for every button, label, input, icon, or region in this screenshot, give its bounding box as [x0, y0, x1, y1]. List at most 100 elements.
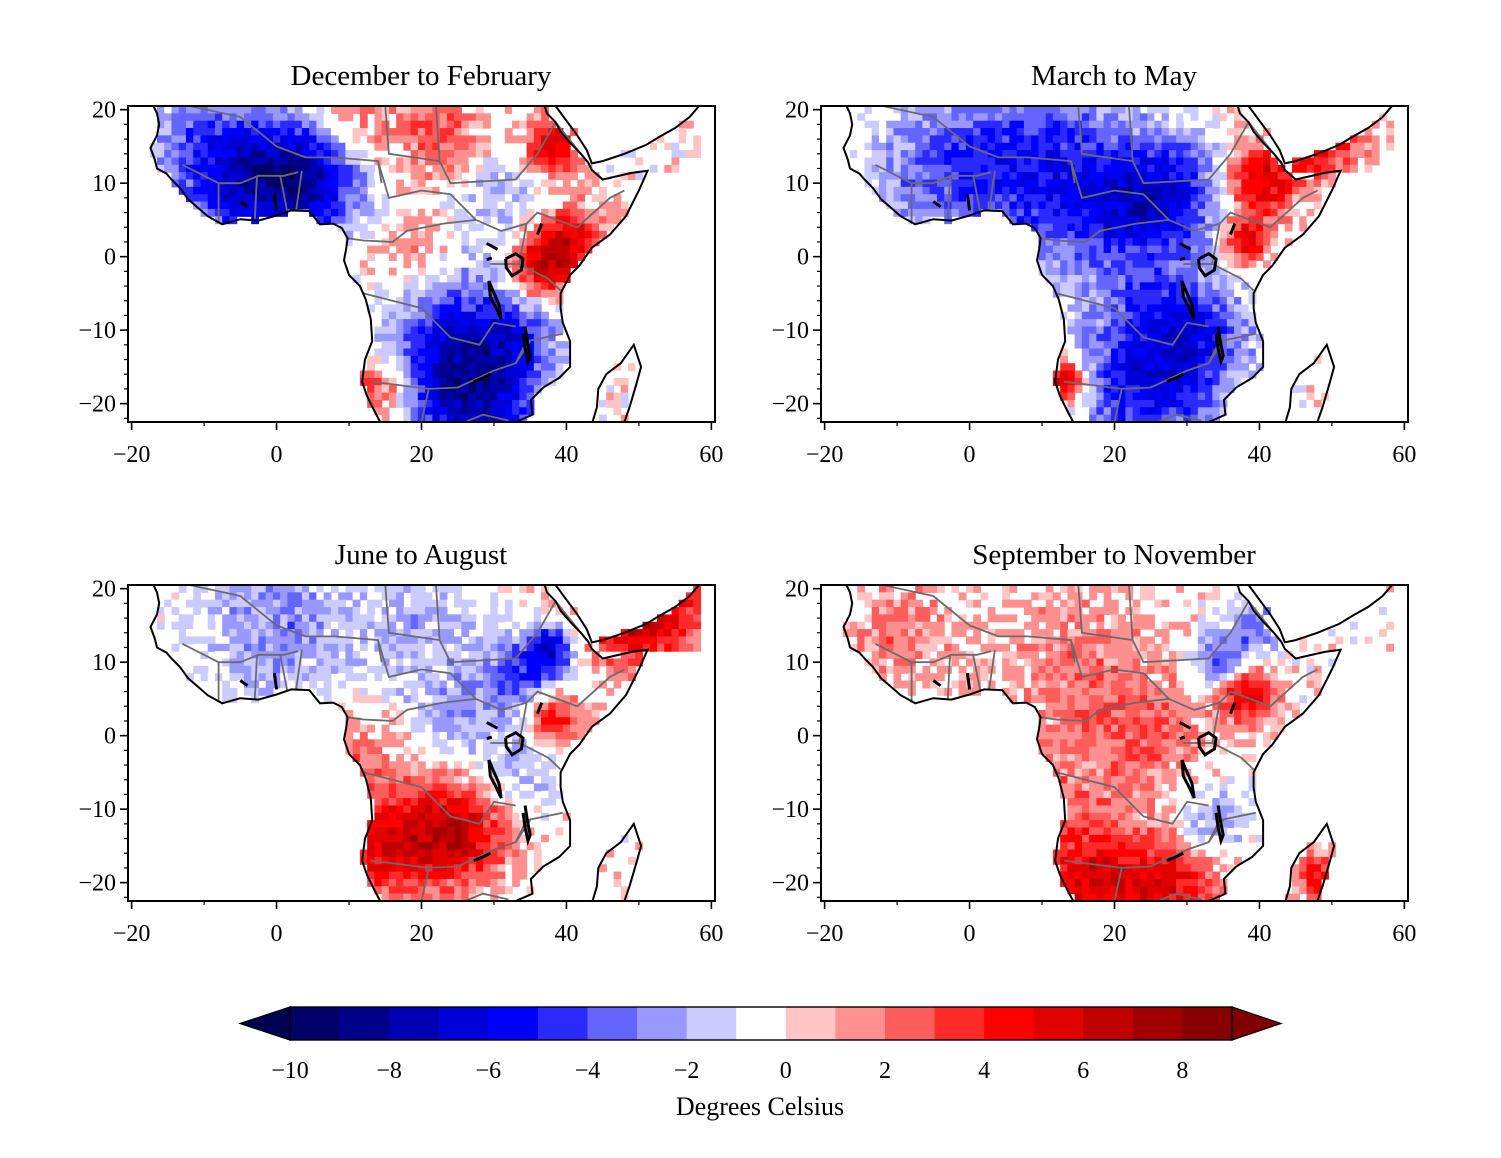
anomaly-cell	[483, 414, 491, 422]
anomaly-cell	[541, 717, 549, 726]
anomaly-cell	[490, 643, 499, 652]
anomaly-cell	[280, 157, 289, 166]
anomaly-cell	[1038, 208, 1047, 217]
anomaly-cell	[258, 179, 267, 188]
anomaly-cell	[886, 113, 895, 122]
anomaly-cell	[606, 201, 615, 210]
anomaly-cell	[1023, 172, 1032, 181]
anomaly-cell	[1125, 267, 1134, 276]
anomaly-cell	[461, 414, 470, 422]
anomaly-cell	[497, 717, 506, 726]
anomaly-cell	[475, 377, 484, 386]
anomaly-cell	[1110, 120, 1119, 129]
anomaly-cell	[1118, 341, 1126, 350]
anomaly-cell	[504, 768, 513, 777]
anomaly-cell	[1110, 179, 1119, 188]
anomaly-cell	[1118, 363, 1126, 372]
anomaly-cell	[497, 348, 506, 357]
anomaly-cell	[410, 776, 419, 785]
anomaly-cell	[915, 150, 924, 159]
anomaly-cell	[1081, 128, 1090, 136]
anomaly-cell	[222, 201, 231, 210]
anomaly-cell	[965, 179, 974, 188]
anomaly-cell	[359, 172, 368, 181]
anomaly-cell	[1248, 319, 1257, 328]
anomaly-cell	[1255, 275, 1264, 283]
anomaly-cell	[388, 289, 397, 298]
anomaly-cell	[548, 849, 557, 858]
anomaly-cell	[1226, 377, 1235, 386]
anomaly-cell	[526, 333, 535, 342]
anomaly-cell	[446, 636, 455, 645]
anomaly-cell	[1212, 216, 1221, 225]
anomaly-cell	[243, 142, 252, 151]
anomaly-cell	[693, 599, 702, 608]
anomaly-cell	[200, 665, 209, 674]
anomaly-cell	[1096, 297, 1105, 306]
anomaly-cell	[1147, 135, 1155, 144]
anomaly-cell	[1045, 106, 1054, 114]
anomaly-cell	[1357, 142, 1366, 151]
anomaly-cell	[1016, 179, 1025, 188]
anomaly-cell	[164, 113, 173, 122]
country-border	[1056, 292, 1209, 346]
anomaly-cell	[214, 120, 223, 129]
anomaly-cell	[417, 585, 426, 593]
anomaly-cell	[1234, 238, 1242, 247]
anomaly-cell	[439, 776, 448, 785]
anomaly-cell	[381, 709, 390, 718]
anomaly-cell	[381, 754, 390, 762]
anomaly-cell	[1067, 245, 1076, 254]
anomaly-cell	[1052, 614, 1061, 623]
anomaly-cell	[475, 871, 484, 880]
anomaly-cell	[1096, 304, 1105, 313]
anomaly-cell	[403, 585, 412, 593]
anomaly-cell	[504, 326, 513, 335]
anomaly-cell	[1089, 164, 1097, 173]
anomaly-cell	[243, 643, 252, 652]
anomaly-cell	[620, 834, 629, 843]
anomaly-cell	[1176, 399, 1184, 408]
anomaly-cell	[352, 717, 361, 726]
anomaly-cell	[864, 172, 873, 181]
anomaly-cell	[287, 621, 296, 630]
anomaly-cell	[497, 113, 506, 122]
anomaly-cell	[512, 820, 520, 829]
anomaly-cell	[446, 614, 455, 623]
anomaly-cell	[417, 834, 426, 843]
anomaly-cell	[620, 172, 629, 181]
anomaly-cell	[1052, 179, 1061, 188]
anomaly-cell	[526, 665, 535, 674]
anomaly-cell	[1125, 326, 1134, 335]
anomaly-cell	[973, 142, 982, 151]
anomaly-cell	[1161, 311, 1170, 320]
anomaly-cell	[461, 275, 470, 283]
anomaly-cell	[1154, 348, 1163, 357]
anomaly-cell	[309, 621, 318, 630]
anomaly-cell	[483, 673, 491, 682]
anomaly-cell	[635, 636, 644, 645]
anomaly-cell	[929, 157, 938, 166]
anomaly-cell	[570, 164, 578, 173]
anomaly-cell	[613, 871, 622, 880]
anomaly-cell	[541, 643, 549, 652]
anomaly-cell	[1060, 179, 1068, 188]
anomaly-cell	[922, 585, 931, 593]
anomaly-cell	[613, 665, 622, 674]
anomaly-cell	[1023, 106, 1032, 114]
anomaly-cell	[410, 607, 419, 615]
anomaly-cell	[951, 142, 960, 151]
anomaly-cell	[541, 592, 549, 601]
anomaly-cell	[1125, 128, 1134, 136]
anomaly-cell	[857, 150, 866, 159]
anomaly-cell	[533, 607, 542, 615]
anomaly-cell	[193, 592, 202, 601]
anomaly-cell	[287, 172, 296, 181]
anomaly-cell	[425, 333, 433, 342]
anomaly-cell	[1154, 128, 1163, 136]
anomaly-cell	[1248, 267, 1257, 276]
anomaly-cell	[1226, 363, 1235, 372]
anomaly-cell	[454, 849, 462, 858]
anomaly-cell	[425, 827, 433, 836]
country-border	[377, 160, 527, 232]
